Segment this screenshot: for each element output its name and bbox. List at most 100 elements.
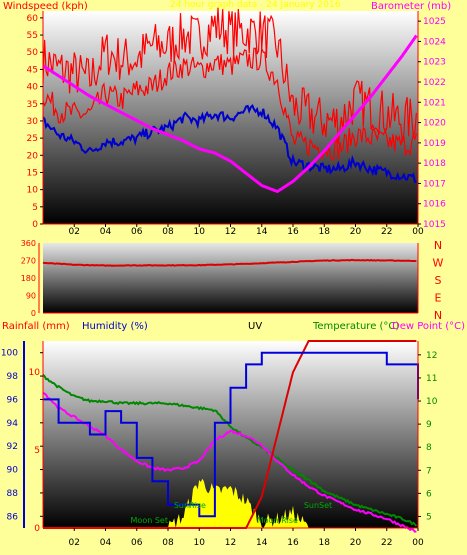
windspeed-label: Windspeed (kph) <box>3 1 88 12</box>
y-tick-label-temperature: 5 <box>426 512 432 522</box>
x-tick-label: 22 <box>381 538 392 548</box>
sunset-label: SunSet <box>304 501 332 510</box>
y-tick-label-windspeed: 50 <box>27 48 39 58</box>
x-tick-label: 14 <box>256 227 268 237</box>
y-tick-label-temperature: 9 <box>426 420 432 430</box>
x-tick-label: 04 <box>100 538 112 548</box>
x-tick-label: 04 <box>100 227 112 237</box>
temperature-line <box>42 373 418 527</box>
compass-label: S <box>435 274 442 287</box>
x-tick-label: 02 <box>69 227 80 237</box>
y-tick-label-windspeed: 55 <box>27 31 38 41</box>
y-tick-label-windspeed: 10 <box>27 186 39 196</box>
uv-label: UV <box>248 321 263 332</box>
y-tick-label-direction: 90 <box>26 292 36 301</box>
x-tick-label: 10 <box>194 538 206 548</box>
top-plot-area <box>43 11 418 224</box>
x-tick-label: 16 <box>287 227 299 237</box>
y-tick-label-temperature: 7 <box>426 466 432 476</box>
y-tick-label-humidity: 98 <box>7 372 19 382</box>
y-tick-label-temperature: 11 <box>426 374 437 384</box>
y-tick-label-windspeed: 5 <box>32 203 38 213</box>
y-tick-label-humidity: 88 <box>7 489 19 499</box>
y-tick-label-barometer: 1015 <box>423 220 446 230</box>
y-tick-label-rain: 0 <box>34 524 40 534</box>
barometer-label: Barometer (mb) <box>371 1 452 12</box>
y-tick-label-direction: 180 <box>21 274 36 283</box>
y-tick-label-temperature: 8 <box>426 443 432 453</box>
y-tick-label-barometer: 1024 <box>423 37 446 47</box>
x-tick-label: 18 <box>319 538 331 548</box>
x-tick-label: 06 <box>131 538 143 548</box>
y-tick-label-temperature: 6 <box>426 489 432 499</box>
x-tick-label: 16 <box>287 538 299 548</box>
wind-direction-line <box>42 258 417 267</box>
title: 24 hour graph data - 24 January 2016 <box>170 0 341 10</box>
x-tick-label: 14 <box>256 538 268 548</box>
y-tick-label-barometer: 1016 <box>423 200 446 210</box>
dewpoint-label: Dew Point (°C) <box>392 321 466 332</box>
x-tick-label: 10 <box>194 227 206 237</box>
y-tick-label-humidity: 86 <box>7 512 19 522</box>
x-tick-label: 08 <box>162 538 174 548</box>
avg-windspeed-line <box>42 104 417 184</box>
y-tick-label-windspeed: 15 <box>27 168 38 178</box>
y-tick-label-windspeed: 60 <box>27 14 39 24</box>
y-tick-label-windspeed: 40 <box>27 83 39 93</box>
compass-label: E <box>435 292 442 305</box>
x-tick-label: 00 <box>412 538 424 548</box>
y-tick-label-barometer: 1017 <box>423 179 446 189</box>
y-tick-label-humidity: 96 <box>7 395 19 405</box>
x-tick-label: 00 <box>412 227 424 237</box>
y-tick-label-direction: 0 <box>31 309 36 318</box>
temperature-label: Temperature (°C) <box>313 321 400 332</box>
gust-line <box>42 7 417 144</box>
compass-label: N <box>434 309 442 322</box>
x-tick-label: 12 <box>225 227 236 237</box>
y-tick-label-windspeed: 20 <box>27 151 39 161</box>
x-tick-label: 20 <box>350 538 362 548</box>
barometer-line <box>42 34 418 194</box>
y-tick-label-rain: 10 <box>29 368 41 378</box>
x-tick-label: 20 <box>350 227 362 237</box>
uv-area <box>43 478 418 528</box>
x-tick-label: 18 <box>319 227 331 237</box>
y-tick-label-windspeed: 45 <box>27 65 38 75</box>
y-tick-label-direction: 360 <box>21 239 36 248</box>
y-tick-label-barometer: 1025 <box>423 17 446 27</box>
y-tick-label-windspeed: 25 <box>27 134 38 144</box>
y-tick-label-temperature: 10 <box>426 397 438 407</box>
moonset-label: Moon Set <box>131 516 168 525</box>
y-tick-label-barometer: 1021 <box>423 98 446 108</box>
x-tick-label: 02 <box>69 538 80 548</box>
direction-plot-area <box>43 243 418 313</box>
y-tick-label-barometer: 1018 <box>423 159 446 169</box>
y-tick-label-barometer: 1019 <box>423 139 446 149</box>
y-tick-label-barometer: 1023 <box>423 58 446 68</box>
x-tick-label: 06 <box>131 227 143 237</box>
y-tick-label-barometer: 1020 <box>423 119 446 129</box>
x-tick-label: 22 <box>381 227 392 237</box>
sunrise-label: SunRise <box>174 501 206 510</box>
y-tick-label-windspeed: 35 <box>27 100 38 110</box>
y-tick-label-temperature: 12 <box>426 351 437 361</box>
y-tick-label-humidity: 92 <box>7 442 18 452</box>
y-tick-label-humidity: 90 <box>7 466 19 476</box>
compass-label: N <box>434 239 442 252</box>
y-tick-label-windspeed: 0 <box>32 220 38 230</box>
x-tick-label: 12 <box>225 538 236 548</box>
y-tick-label-windspeed: 30 <box>27 117 39 127</box>
y-tick-label-direction: 270 <box>21 257 36 266</box>
rainfall-label: Rainfall (mm) <box>2 321 70 332</box>
y-tick-label-barometer: 1022 <box>423 78 446 88</box>
moonrise-label: Moon Rise <box>257 516 298 525</box>
y-tick-label-rain: 5 <box>34 446 40 456</box>
humidity-line <box>43 351 419 518</box>
x-tick-label: 08 <box>162 227 174 237</box>
compass-label: W <box>433 257 444 270</box>
y-tick-label-humidity: 94 <box>7 419 19 429</box>
windspeed-line <box>42 47 417 162</box>
y-tick-label-humidity: 100 <box>1 349 18 359</box>
humidity-label: Humidity (%) <box>82 321 148 332</box>
